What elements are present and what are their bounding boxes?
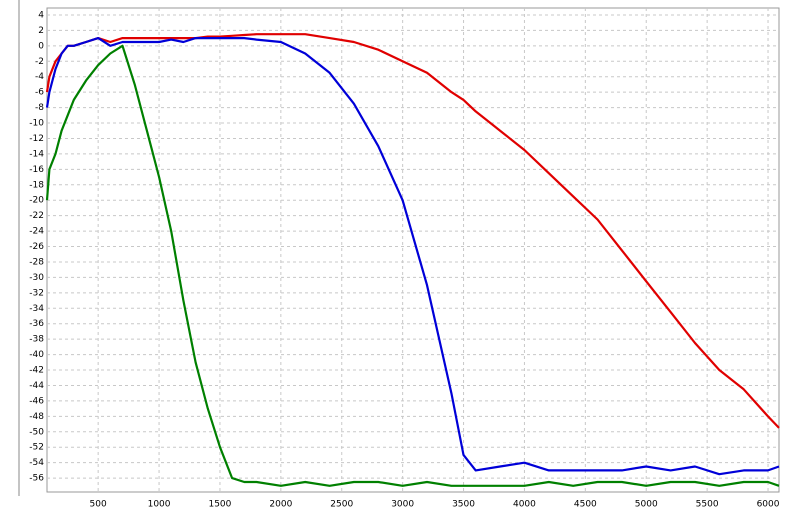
y-tick-label: -24: [29, 227, 44, 237]
y-tick-label: -16: [29, 165, 44, 175]
y-tick-label: -42: [29, 366, 44, 376]
x-tick-label: 2000: [269, 500, 292, 510]
x-tick-label: 2500: [330, 500, 353, 510]
y-tick-label: -54: [29, 458, 44, 468]
x-tick-label: 3000: [391, 500, 414, 510]
y-tick-label: -46: [29, 396, 44, 406]
y-tick-label: -32: [29, 288, 44, 298]
x-tick-label: 4500: [574, 500, 597, 510]
y-tick-label: -30: [29, 273, 44, 283]
series-line: [45, 44, 780, 487]
x-tick-label: 3500: [452, 500, 475, 510]
y-tick-label: -48: [29, 412, 44, 422]
x-tick-label: 1500: [208, 500, 231, 510]
y-tick-label: -40: [29, 350, 44, 360]
y-tick-label: -28: [29, 257, 44, 267]
x-tick-label: 500: [90, 500, 107, 510]
y-tick-label: 2: [38, 26, 44, 36]
y-tick-label: -2: [35, 57, 44, 67]
y-tick-label: -6: [35, 88, 44, 98]
y-tick-label: -44: [29, 381, 44, 391]
y-tick-label: -20: [29, 196, 44, 206]
y-tick-label: -18: [29, 180, 44, 190]
x-tick-label: 6000: [757, 500, 780, 510]
y-tick-label: -12: [29, 134, 44, 144]
x-tick-label: 5000: [635, 500, 658, 510]
y-tick-label: -10: [29, 119, 44, 129]
y-tick-label: -26: [29, 242, 44, 252]
y-tick-label: -38: [29, 335, 44, 345]
y-tick-label: -56: [29, 474, 44, 484]
x-tick-label: 4000: [513, 500, 536, 510]
y-tick-label: 0: [38, 41, 44, 51]
x-tick-label: 1000: [148, 500, 171, 510]
plot-frame: [46, 7, 780, 493]
y-tick-label: -52: [29, 443, 44, 453]
x-tick-label: 5500: [696, 500, 719, 510]
y-tick-label: -4: [35, 72, 44, 82]
y-tick-label: -50: [29, 427, 44, 437]
y-tick-label: 4: [38, 10, 44, 20]
y-tick-label: -34: [29, 304, 44, 314]
y-tick-label: -8: [35, 103, 44, 113]
y-tick-label: -36: [29, 319, 44, 329]
series-line: [45, 37, 780, 476]
y-tick-label: -14: [29, 149, 44, 159]
y-tick-label: -22: [29, 211, 44, 221]
